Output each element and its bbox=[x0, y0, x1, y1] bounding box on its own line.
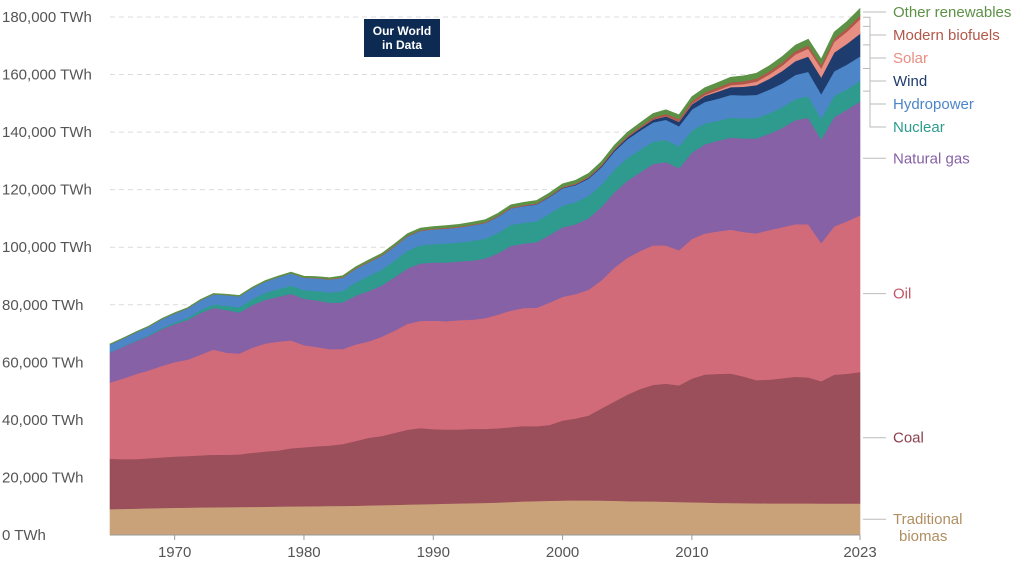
stacked-areas bbox=[109, 7, 861, 536]
legend-connector bbox=[863, 25, 886, 59]
logo-line-2: in Data bbox=[381, 38, 422, 52]
x-tick-label: 1970 bbox=[158, 544, 191, 561]
legend: Other renewables Modern biofuels Solar Wind… bbox=[863, 4, 1011, 545]
legend-label: Coal bbox=[893, 430, 924, 447]
legend-label: Traditional biomas bbox=[893, 511, 962, 545]
x-tick-label: 1980 bbox=[287, 544, 320, 561]
legend-connector bbox=[863, 44, 886, 82]
legend-label: Nuclear bbox=[893, 119, 945, 136]
legend-label: Hydropower bbox=[893, 96, 974, 113]
legend-label: Oil bbox=[893, 286, 911, 303]
x-tick-label: 1990 bbox=[417, 544, 450, 561]
y-axis: 0 TWh 20,000 TWh 40,000 TWh 60,000 TWh 80,00… bbox=[2, 9, 92, 544]
legend-label: Wind bbox=[893, 73, 927, 90]
legend-label: Other renewables bbox=[893, 4, 1011, 21]
legend-label: Modern biofuels bbox=[893, 27, 1000, 44]
x-axis: 1970 1980 1990 2000 2010 2023 bbox=[110, 534, 877, 561]
area-other-renewables[interactable] bbox=[109, 7, 861, 345]
y-tick-label: 0 TWh bbox=[2, 527, 46, 544]
logo-line-1: Our World bbox=[372, 24, 432, 38]
legend-label: Solar bbox=[893, 50, 928, 67]
y-tick-label: 140,000 TWh bbox=[2, 124, 92, 141]
x-tick-label: 2000 bbox=[546, 544, 579, 561]
x-tick-label: 2023 bbox=[843, 544, 876, 561]
y-tick-label: 60,000 TWh bbox=[2, 354, 83, 371]
y-tick-label: 180,000 TWh bbox=[2, 9, 92, 26]
legend-label: Natural gas bbox=[893, 150, 970, 167]
y-tick-label: 100,000 TWh bbox=[2, 239, 92, 256]
y-tick-label: 160,000 TWh bbox=[2, 67, 92, 84]
legend-connector bbox=[863, 68, 886, 105]
owid-logo[interactable]: Our World in Data bbox=[364, 19, 440, 57]
y-tick-label: 80,000 TWh bbox=[2, 297, 83, 314]
legend-connector bbox=[863, 90, 886, 128]
x-tick-label: 2010 bbox=[675, 544, 708, 561]
y-tick-label: 40,000 TWh bbox=[2, 412, 83, 429]
y-tick-label: 20,000 TWh bbox=[2, 469, 83, 486]
y-tick-label: 120,000 TWh bbox=[2, 182, 92, 199]
